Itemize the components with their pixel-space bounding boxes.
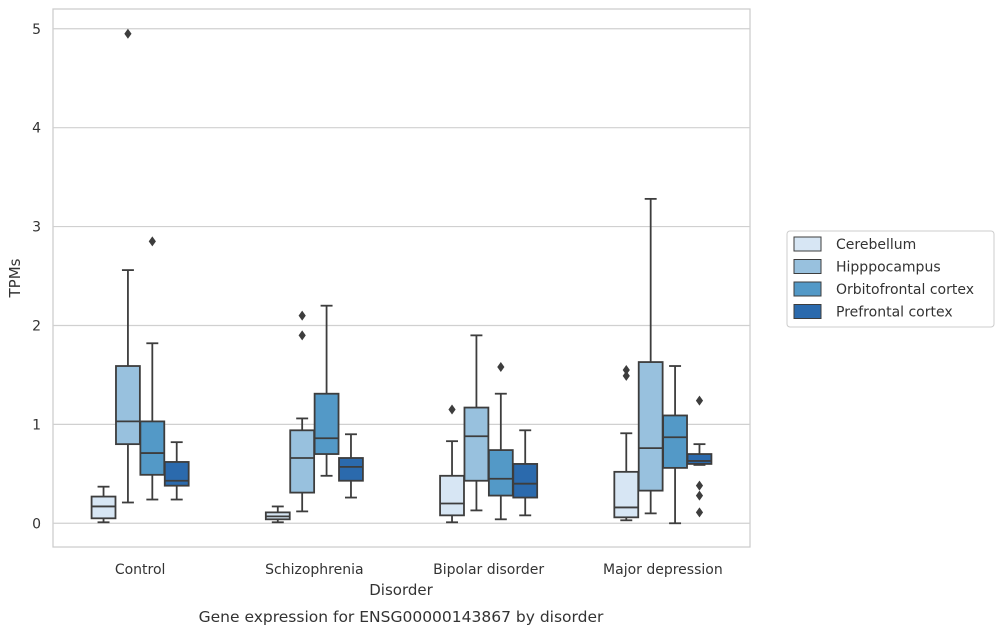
box-body: [686, 453, 713, 465]
box-0-3: [163, 441, 190, 501]
legend-label: Orbitofrontal cortex: [836, 282, 974, 298]
box-body: [662, 414, 688, 469]
y-tick-label-5: 5: [32, 22, 41, 38]
y-tick-label-2: 2: [32, 318, 41, 334]
legend: Cerebellum Hipppocampus Orbitofrontal cort…: [786, 230, 995, 328]
outlier-point-0: [148, 236, 156, 247]
box-1-2: [313, 304, 340, 477]
box-body: [463, 406, 490, 482]
box-1-0: [264, 505, 291, 524]
box-3-1: [637, 197, 664, 515]
y-tick-label-4: 4: [32, 121, 41, 137]
y-tick-label-0: 0: [32, 516, 41, 532]
x-tick-label-2: Bipolar disorder: [433, 562, 544, 578]
box-body: [338, 457, 364, 482]
grid-lines: [53, 28, 750, 524]
box-body: [512, 463, 539, 499]
box-body: [163, 461, 190, 487]
x-tick-label-3: Major depression: [603, 562, 723, 578]
legend-swatch: [793, 259, 822, 274]
box-body: [487, 449, 514, 497]
y-axis-title: TPMs: [6, 258, 24, 298]
outlier-point-0: [124, 28, 132, 39]
x-tick-label-0: Control: [115, 562, 166, 578]
outlier-point-1: [695, 490, 704, 501]
box-groups: [90, 28, 713, 525]
legend-entry-0: Cerebellum: [793, 236, 916, 253]
box-0-1: [115, 28, 141, 504]
box-0-0: [90, 485, 117, 524]
box-0-2: [139, 236, 166, 501]
outlier-point-1: [622, 364, 630, 375]
legend-entry-1: Hipppocampus: [793, 259, 941, 276]
legend-entry-2: Orbitofrontal cortex: [793, 281, 974, 298]
outlier-point-2: [695, 480, 704, 491]
x-axis-title: Disorder: [369, 581, 433, 599]
legend-entries: Cerebellum Hipppocampus Orbitofrontal cort…: [793, 236, 974, 321]
box-3-3: [686, 395, 713, 518]
outlier-point-0: [497, 362, 505, 373]
legend-label: Prefrontal cortex: [836, 305, 953, 321]
outlier-point-0: [622, 370, 630, 381]
box-body: [439, 474, 465, 517]
y-tick-labels: 0 1 2 3 4 5: [32, 22, 41, 532]
legend-frame: [786, 230, 995, 328]
box-3-2: [662, 365, 688, 525]
box-body: [637, 361, 664, 492]
x-tick-label-1: Schizophrenia: [265, 562, 363, 578]
chart-caption: Gene expression for ENSG00000143867 by d…: [199, 608, 604, 626]
outlier-point-3: [695, 395, 704, 406]
box-2-0: [439, 404, 465, 524]
box-3-0: [613, 364, 640, 522]
box-1-1: [289, 310, 316, 513]
legend-label: Hipppocampus: [836, 260, 941, 276]
y-tick-label-3: 3: [32, 220, 41, 236]
legend-label: Cerebellum: [836, 237, 916, 253]
legend-swatch: [793, 236, 822, 252]
box-body: [289, 429, 316, 494]
y-tick-label-1: 1: [32, 417, 41, 433]
box-body: [115, 365, 141, 446]
box-body: [313, 392, 340, 455]
box-body: [613, 470, 640, 519]
legend-entry-3: Prefrontal cortex: [793, 304, 953, 321]
box-2-2: [487, 362, 514, 521]
box-body: [139, 420, 166, 476]
outlier-point-1: [298, 310, 306, 321]
outlier-point-0: [298, 330, 306, 341]
box-2-1: [463, 334, 490, 512]
outlier-point-0: [695, 507, 704, 518]
box-2-3: [512, 429, 539, 517]
box-1-3: [338, 433, 364, 499]
plot-area: [52, 8, 751, 548]
outlier-point-0: [448, 404, 456, 415]
x-tick-labels: Control Schizophrenia Bipolar disorder Majo…: [115, 562, 723, 578]
legend-swatch: [793, 281, 822, 297]
box-body: [90, 495, 117, 520]
legend-swatch: [793, 304, 822, 319]
